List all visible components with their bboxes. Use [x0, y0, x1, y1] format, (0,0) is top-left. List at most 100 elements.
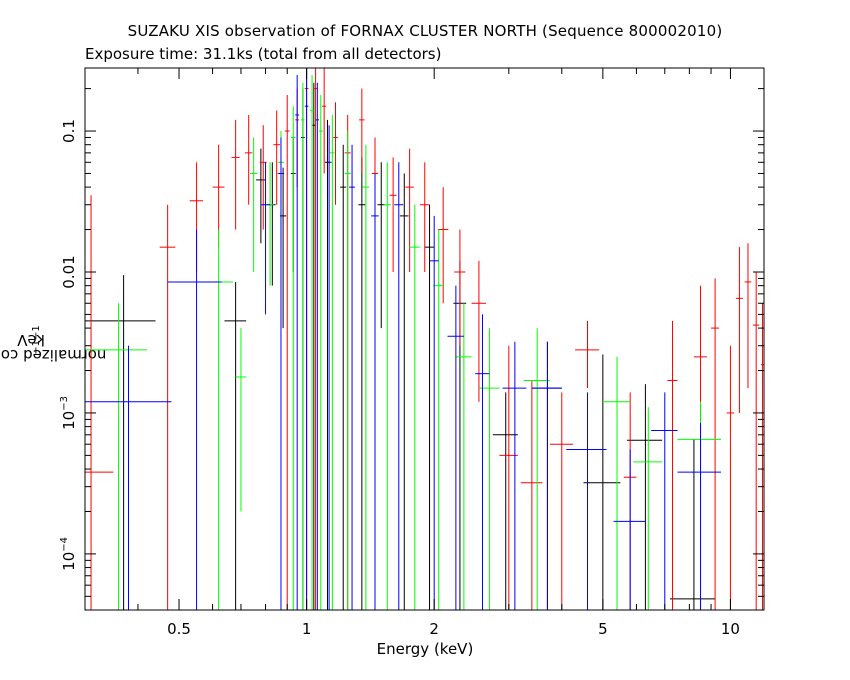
series-3: [85, 68, 721, 610]
data-point: [475, 314, 490, 610]
data-point: [405, 148, 414, 272]
data-point: [478, 328, 500, 610]
data-point: [651, 392, 678, 610]
y-tick-label: 0.1: [60, 119, 78, 143]
data-point: [358, 157, 366, 610]
y-tick-label: 10−3: [59, 396, 78, 430]
data-point: [437, 187, 449, 304]
data-point: [455, 303, 472, 610]
chart-subtitle: Exposure time: 31.1ks (total from all de…: [85, 45, 442, 63]
data-point: [333, 102, 338, 205]
data-point: [520, 380, 543, 610]
data-point: [235, 328, 247, 512]
data-point: [583, 354, 621, 610]
y-tick-base: 10: [60, 552, 78, 571]
series-2: [85, 74, 721, 610]
data-point: [295, 74, 300, 610]
data-point: [167, 229, 222, 610]
data-point: [409, 204, 420, 610]
data-point: [277, 137, 285, 610]
data-point: [575, 320, 600, 389]
data-point: [349, 144, 355, 610]
data-point: [667, 320, 678, 610]
data-point: [312, 82, 316, 610]
data-point: [744, 243, 752, 389]
data-point: [340, 144, 347, 610]
data-point: [433, 229, 445, 610]
data-point: [377, 162, 385, 329]
data-point: [362, 144, 370, 610]
x-tick-label: 2: [429, 620, 439, 638]
data-point: [284, 95, 290, 610]
data-point: [313, 68, 318, 610]
data-point: [371, 173, 379, 610]
x-tick-label: 1: [302, 620, 312, 638]
data-point: [231, 119, 240, 230]
data-point: [626, 384, 663, 610]
y-tick-exponent: −4: [59, 537, 70, 552]
data-point: [329, 114, 335, 610]
data-point: [399, 173, 409, 610]
data-point: [273, 110, 280, 205]
data-point: [760, 303, 764, 610]
data-point: [633, 407, 663, 610]
data-point: [256, 148, 266, 244]
chart-title: SUZAKU XIS observation of FORNAX CLUSTER…: [127, 22, 723, 40]
x-axis-label: Energy (keV): [376, 640, 474, 658]
data-point: [531, 341, 562, 610]
y-tick-label: 10−4: [59, 537, 78, 571]
plot-frame: [84, 67, 765, 611]
data-point: [85, 303, 147, 610]
data-point: [304, 68, 309, 610]
data-point: [502, 341, 527, 610]
data-point: [322, 68, 327, 174]
series-0: [85, 82, 716, 610]
data-point: [566, 392, 607, 610]
data-point: [85, 195, 114, 610]
data-point: [613, 449, 646, 610]
data-point: [447, 285, 464, 610]
y-tick-base: 10: [60, 411, 78, 430]
x-tick-label: 5: [598, 620, 608, 638]
data-point: [310, 74, 314, 610]
data-point: [429, 215, 439, 610]
data-point: [85, 345, 172, 610]
y-tick-exponent: −3: [59, 396, 70, 411]
data-point: [260, 162, 271, 315]
data-point: [419, 162, 430, 272]
data-point: [424, 204, 435, 610]
data-point: [523, 328, 550, 610]
data-point: [735, 247, 743, 413]
data-point: [677, 422, 721, 610]
data-point: [359, 88, 365, 174]
data-point: [471, 260, 486, 402]
data-point: [492, 392, 518, 610]
data-point: [602, 356, 631, 610]
data-point: [290, 106, 296, 610]
data-point: [389, 157, 397, 272]
data-point: [752, 271, 760, 610]
data-point: [159, 204, 176, 610]
series-1: [85, 68, 764, 610]
data-point: [203, 229, 233, 610]
data-point: [344, 131, 351, 610]
data-point: [531, 341, 562, 610]
data-point: [85, 275, 156, 610]
data-point: [549, 392, 573, 610]
data-point: [677, 401, 721, 610]
data-point: [726, 345, 735, 610]
data-point: [326, 125, 332, 610]
data-point: [315, 82, 320, 610]
data-point: [669, 439, 716, 610]
x-tick-label: 0.5: [167, 620, 191, 638]
data-point: [383, 162, 391, 610]
data-point: [244, 114, 253, 205]
data-point: [301, 82, 305, 610]
data-point: [249, 137, 258, 272]
data-point: [394, 162, 404, 610]
data-point: [224, 281, 247, 610]
data-point: [318, 95, 323, 610]
y-tick-label: 0.01: [60, 255, 78, 288]
